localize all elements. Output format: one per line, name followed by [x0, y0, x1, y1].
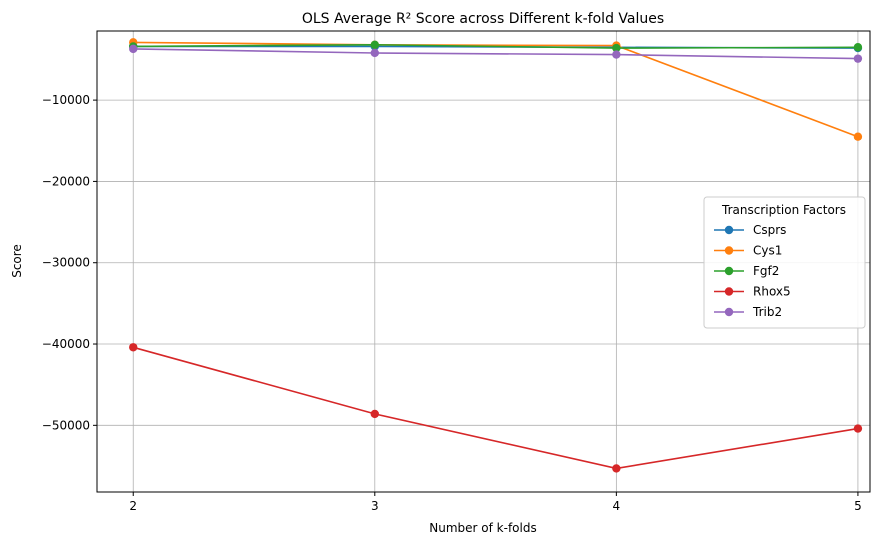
legend-label-cys1: Cys1: [753, 244, 782, 258]
legend-marker-fgf2: [724, 266, 734, 276]
legend-marker-csprs: [724, 225, 734, 235]
x-tick-label: 3: [371, 499, 379, 513]
legend-label-csprs: Csprs: [753, 223, 786, 237]
data-point-rhox5: [612, 464, 621, 473]
data-point-rhox5: [853, 424, 863, 433]
data-point-trib2: [612, 50, 621, 59]
y-tick-label: −30000: [42, 256, 90, 270]
legend-label-fgf2: Fgf2: [753, 264, 779, 278]
series-line-trib2: [133, 48, 858, 60]
legend-box: [703, 196, 866, 329]
y-tick-label: −10000: [42, 93, 90, 107]
legend-label-trib2: Trib2: [752, 305, 782, 319]
legend-label-rhox5: Rhox5: [753, 285, 791, 299]
legend-marker-cys1: [724, 246, 734, 255]
series-line-rhox5: [132, 346, 859, 470]
x-ticks: 2 3 4 5: [129, 492, 862, 513]
plot-frame: [96, 30, 871, 493]
data-point-trib2: [370, 48, 379, 58]
chart-title: OLS Average R² Score across Different k-…: [302, 11, 664, 27]
y-ticks: −10000 −20000 −30000 −40000 −50000: [42, 93, 97, 432]
data-point-rhox5: [370, 409, 379, 419]
data-point-trib2: [129, 44, 138, 54]
legend: Transcription Factors Csprs Cys1 Fgf2 Rhox5…: [703, 196, 866, 329]
series-layer: [129, 38, 863, 473]
legend-marker-trib2: [724, 307, 734, 317]
y-tick-label: −20000: [42, 174, 90, 188]
y-tick-label: −40000: [42, 337, 90, 351]
data-point-rhox5: [129, 343, 138, 352]
x-axis-label: Number of k-folds: [429, 521, 536, 535]
data-point-cys1: [853, 132, 863, 141]
y-tick-label: −50000: [42, 418, 90, 432]
data-point-fgf2: [612, 43, 621, 53]
data-point-trib2: [853, 54, 863, 63]
data-point-fgf2: [853, 43, 863, 52]
x-tick-label: 2: [129, 499, 137, 513]
legend-items: Csprs Cys1 Fgf2 Rhox5 Trib2: [714, 223, 791, 319]
y-axis-label: Score: [10, 244, 24, 278]
series-line-cys1: [133, 41, 859, 138]
series-line-fgf2: [133, 43, 858, 49]
x-tick-label: 4: [613, 499, 621, 513]
legend-title: Transcription Factors: [721, 203, 846, 217]
x-tick-label: 5: [854, 499, 862, 513]
data-point-fgf2: [370, 40, 379, 50]
grid: [97, 31, 870, 492]
legend-marker-rhox5: [724, 287, 734, 296]
